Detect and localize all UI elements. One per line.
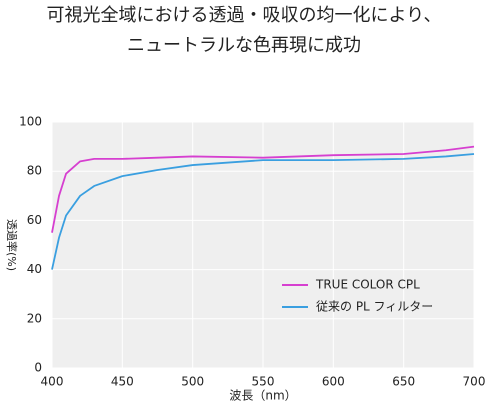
x-tick-label: 450 <box>111 375 134 389</box>
legend-label: 従来の PL フィルター <box>316 300 433 314</box>
chart-title-line: ニュートラルな色再現に成功 <box>127 35 361 56</box>
x-tick-label: 600 <box>322 375 345 389</box>
y-tick-label: 0 <box>34 361 42 375</box>
y-axis-label: 透過率(%) <box>5 219 19 271</box>
x-tick-label: 500 <box>181 375 204 389</box>
x-tick-label: 400 <box>41 375 64 389</box>
chart-title-line: 可視光全域における透過・吸収の均一化により、 <box>47 5 442 26</box>
x-tick-label: 650 <box>392 375 415 389</box>
y-tick-label: 100 <box>19 115 42 129</box>
x-tick-label: 550 <box>252 375 275 389</box>
legend-label: TRUE COLOR CPL <box>315 278 420 292</box>
series-line <box>51 153 475 270</box>
y-tick-label: 80 <box>27 164 42 178</box>
x-axis-label: 波長（nm） <box>229 389 296 403</box>
y-tick-label: 60 <box>27 213 42 227</box>
y-tick-label: 40 <box>27 262 42 276</box>
x-tick-label: 700 <box>463 375 486 389</box>
y-tick-label: 20 <box>27 311 42 325</box>
series-line <box>51 145 475 233</box>
